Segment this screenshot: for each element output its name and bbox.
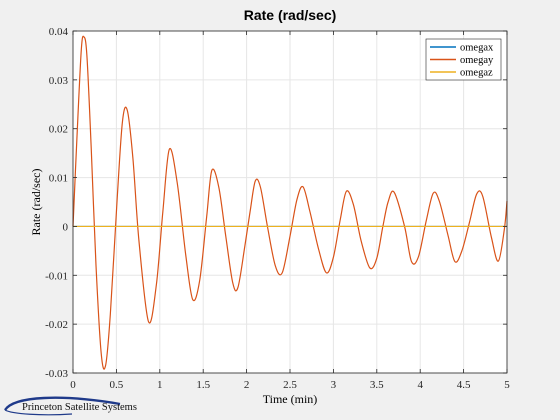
company-logo: Princeton Satellite Systems	[2, 392, 152, 418]
x-tick-label: 5	[504, 379, 510, 391]
y-tick-label: 0	[63, 221, 69, 233]
x-tick-label: 2.5	[283, 379, 297, 391]
x-tick-label: 0.5	[110, 379, 124, 391]
x-tick-label: 2	[244, 379, 250, 391]
y-tick-label: 0.04	[49, 26, 69, 38]
x-tick-label: 1.5	[196, 379, 210, 391]
x-tick-label: 1	[157, 379, 163, 391]
x-tick-label: 4.5	[457, 379, 471, 391]
x-tick-label: 3.5	[370, 379, 384, 391]
y-tick-label: 0.01	[49, 173, 68, 185]
legend-label-omegax: omegax	[460, 43, 494, 54]
x-axis-label: Time (min)	[263, 392, 318, 406]
orbit-logo-icon	[3, 396, 121, 416]
x-tick-label: 4	[417, 379, 423, 391]
legend-label-omegaz: omegaz	[460, 68, 493, 79]
y-tick-label: -0.03	[45, 368, 68, 380]
logo-text: Princeton Satellite Systems	[22, 402, 137, 413]
x-tick-label: 3	[331, 379, 337, 391]
legend-label-omegay: omegay	[460, 55, 494, 66]
y-tick-label: 0.03	[49, 75, 69, 87]
y-tick-label: -0.02	[45, 319, 68, 331]
x-tick-label: 0	[70, 379, 76, 391]
y-tick-label: -0.01	[45, 270, 68, 282]
y-axis-label: Rate (rad/sec)	[29, 169, 43, 236]
chart-title: Rate (rad/sec)	[244, 7, 337, 23]
y-tick-label: 0.02	[49, 124, 68, 136]
plot-area: 0 0.5 1 1.5 2 2.5 3 3.5 4 4.5 5 -0.03 -0.02 -0.01 0 0.0…	[45, 26, 510, 391]
series-line-omegay	[72, 35, 508, 370]
